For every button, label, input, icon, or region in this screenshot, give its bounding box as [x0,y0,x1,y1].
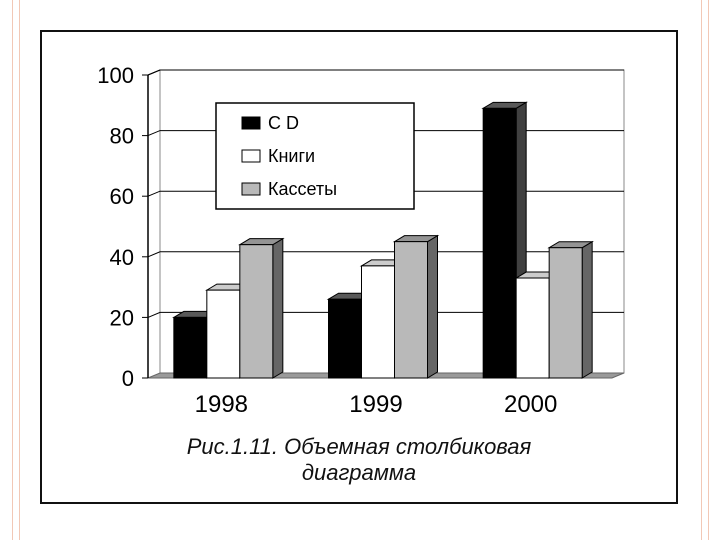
figure-caption: Рис.1.11. Объемная столбиковая диаграмма [40,434,678,486]
gridline [147,130,624,137]
decorative-line-right-outer [708,0,709,540]
bar-2000-1 [482,107,517,379]
decorative-line-right-inner [701,0,702,540]
gridline [147,190,624,197]
x-tick-label: 2000 [504,391,557,418]
decorative-line-left-inner [19,0,20,540]
bar-1999-1 [328,298,362,379]
bar-2000-3 [548,247,583,379]
y-tick-label: 0 [122,366,134,391]
legend-label-2: Книги [268,146,315,166]
bar-1999-2 [361,265,395,379]
bar-1999-3-side [427,234,438,379]
gridline [147,311,624,318]
bar-1998-2 [206,289,241,379]
legend-swatch-1 [241,116,261,130]
bar-2000-2 [515,277,550,379]
legend-swatch-3 [241,182,261,196]
legend-swatch-2 [241,149,261,163]
y-tick-label: 60 [110,184,134,209]
bar-1998-3-side [272,237,284,379]
y-axis-top-edge [147,69,161,76]
y-tick-label: 80 [110,124,134,149]
x-tick-label: 1999 [349,391,402,418]
gridline [147,251,624,258]
y-tick-label: 20 [110,305,134,330]
legend-label-1: C D [268,113,299,133]
y-tick-label: 40 [110,245,134,270]
y-tick-label: 100 [97,63,134,88]
bar-1998-3 [239,244,274,379]
caption-line-1: Рис.1.11. Объемная столбиковая [186,434,532,459]
x-tick-label: 1998 [195,391,248,418]
bar-2000-3-side [581,240,593,379]
decorative-line-left-outer [12,0,13,540]
bar-1998-1 [173,316,208,379]
bar-1999-3 [394,241,428,379]
legend-label-3: Кассеты [268,179,337,199]
caption-line-2: диаграмма [301,460,417,485]
